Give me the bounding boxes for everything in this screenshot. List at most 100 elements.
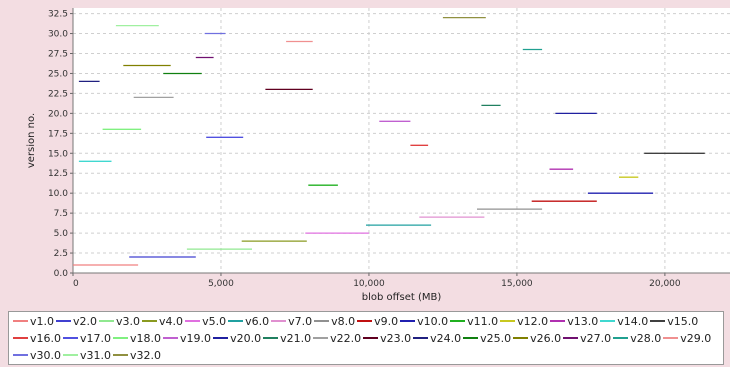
- legend-label: v30.0: [30, 349, 62, 362]
- legend-swatch: [463, 337, 479, 339]
- legend-item: v20.0: [213, 330, 261, 347]
- x-tick-label: 20,000: [649, 279, 681, 289]
- series-lines: [73, 16, 705, 266]
- legend-label: v20.0: [230, 332, 262, 345]
- legend-swatch: [13, 320, 28, 322]
- legend-swatch: [99, 320, 115, 322]
- y-tick-label: 0.0: [54, 269, 69, 279]
- legend-item: v32.0: [113, 347, 161, 364]
- y-tick-label: 5.0: [54, 229, 69, 239]
- legend-label: v27.0: [580, 332, 612, 345]
- axes: [70, 8, 730, 276]
- legend-swatch: [63, 354, 79, 356]
- legend-label: v6.0: [245, 315, 270, 328]
- legend-label: v9.0: [374, 315, 399, 328]
- legend-item: v8.0: [314, 313, 355, 330]
- legend-label: v14.0: [617, 315, 649, 328]
- legend-swatch: [113, 337, 129, 339]
- legend-item: v17.0: [63, 330, 111, 347]
- legend-label: v12.0: [517, 315, 549, 328]
- x-tick-label: 0: [73, 279, 79, 289]
- legend-item: v29.0: [663, 330, 711, 347]
- y-tick-label: 32.5: [48, 10, 68, 20]
- legend-item: v31.0: [63, 347, 111, 364]
- legend: v1.0 v2.0 v3.0 v4.0 v5.0 v6.0 v7.0 v8.0 v9.0 v10.…: [8, 311, 724, 365]
- chart-svg: 0.0 2.5 5.0 7.5 10.0 12.5 15.0 17.5 20.0 22.5 25.0…: [26, 8, 730, 303]
- legend-label: v32.0: [130, 349, 162, 362]
- y-tick-label: 30.0: [48, 30, 68, 40]
- legend-swatch: [113, 354, 129, 356]
- legend-swatch: [13, 354, 28, 356]
- legend-label: v11.0: [467, 315, 499, 328]
- legend-item: v11.0: [450, 313, 498, 330]
- legend-item: v10.0: [400, 313, 448, 330]
- tick-labels: 0.0 2.5 5.0 7.5 10.0 12.5 15.0 17.5 20.0 22.5 25.0…: [48, 10, 681, 289]
- y-tick-label: 15.0: [48, 149, 68, 159]
- legend-item: v27.0: [563, 330, 611, 347]
- legend-label: v23.0: [380, 332, 412, 345]
- legend-label: v8.0: [331, 315, 356, 328]
- y-tick-label: 25.0: [48, 69, 68, 79]
- legend-swatch: [600, 320, 616, 322]
- legend-label: v24.0: [430, 332, 462, 345]
- y-tick-label: 17.5: [48, 129, 68, 139]
- legend-item: v12.0: [500, 313, 548, 330]
- legend-item: v4.0: [142, 313, 183, 330]
- legend-item: v13.0: [550, 313, 598, 330]
- legend-label: v15.0: [667, 315, 699, 328]
- legend-item: v21.0: [263, 330, 311, 347]
- legend-label: v2.0: [73, 315, 98, 328]
- legend-swatch: [513, 337, 529, 339]
- legend-label: v26.0: [530, 332, 562, 345]
- legend-label: v7.0: [288, 315, 313, 328]
- legend-swatch: [314, 320, 330, 322]
- x-tick-label: 5,000: [208, 279, 234, 289]
- legend-label: v3.0: [116, 315, 141, 328]
- legend-swatch: [550, 320, 566, 322]
- legend-item: v1.0: [13, 313, 54, 330]
- legend-swatch: [185, 320, 201, 322]
- legend-item: v5.0: [185, 313, 226, 330]
- legend-item: v2.0: [56, 313, 97, 330]
- legend-swatch: [413, 337, 429, 339]
- plot-area: [73, 8, 730, 273]
- legend-swatch: [228, 320, 244, 322]
- legend-swatch: [663, 337, 679, 339]
- legend-item: v24.0: [413, 330, 461, 347]
- legend-item: v25.0: [463, 330, 511, 347]
- legend-swatch: [613, 337, 629, 339]
- legend-swatch: [563, 337, 579, 339]
- legend-label: v16.0: [30, 332, 62, 345]
- legend-item: v23.0: [363, 330, 411, 347]
- y-tick-label: 20.0: [48, 109, 68, 119]
- y-tick-label: 12.5: [48, 169, 68, 179]
- y-tick-label: 2.5: [54, 249, 68, 259]
- legend-item: v26.0: [513, 330, 561, 347]
- legend-swatch: [142, 320, 158, 322]
- legend-item: v3.0: [99, 313, 140, 330]
- legend-swatch: [450, 320, 466, 322]
- legend-swatch: [271, 320, 287, 322]
- legend-swatch: [400, 320, 416, 322]
- legend-swatch: [163, 337, 179, 339]
- legend-swatch: [56, 320, 72, 322]
- legend-item: v19.0: [163, 330, 211, 347]
- legend-item: v16.0: [13, 330, 61, 347]
- legend-item: v14.0: [600, 313, 648, 330]
- legend-label: v5.0: [202, 315, 227, 328]
- legend-swatch: [363, 337, 379, 339]
- legend-label: v31.0: [80, 349, 112, 362]
- y-tick-label: 27.5: [48, 49, 68, 59]
- legend-item: v18.0: [113, 330, 161, 347]
- y-tick-label: 10.0: [48, 189, 68, 199]
- legend-label: v13.0: [567, 315, 599, 328]
- legend-label: v22.0: [330, 332, 362, 345]
- legend-swatch: [213, 337, 229, 339]
- legend-swatch: [500, 320, 516, 322]
- y-tick-label: 7.5: [54, 209, 68, 219]
- legend-item: v22.0: [313, 330, 361, 347]
- legend-label: v19.0: [180, 332, 212, 345]
- x-tick-label: 10,000: [353, 279, 385, 289]
- legend-swatch: [313, 337, 329, 339]
- x-tick-label: 15,000: [501, 279, 533, 289]
